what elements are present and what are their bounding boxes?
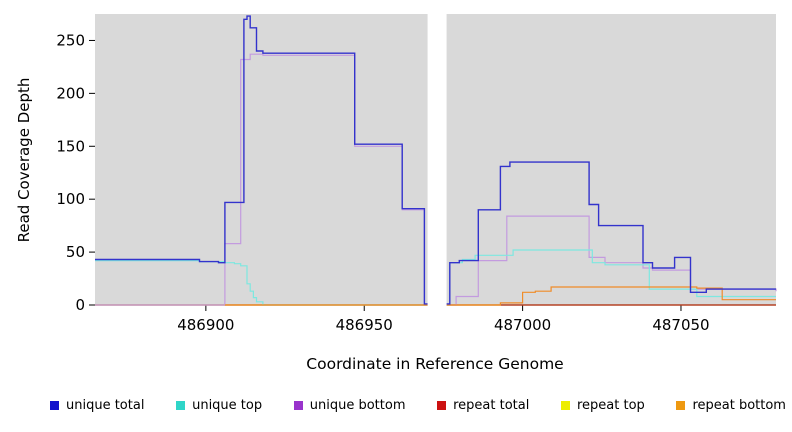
x-tick-label: 486950 bbox=[336, 316, 393, 334]
legend-label: repeat top bbox=[577, 398, 645, 413]
legend-item-repeat-total: repeat total bbox=[437, 398, 529, 413]
x-tick-label: 487000 bbox=[494, 316, 551, 334]
y-tick-label: 50 bbox=[66, 243, 85, 261]
legend-item-repeat-bottom: repeat bottom bbox=[676, 398, 786, 413]
legend-swatch-icon bbox=[437, 401, 447, 410]
y-tick-label: 150 bbox=[56, 137, 85, 155]
legend-label: unique bottom bbox=[309, 398, 406, 413]
legend-item-repeat-top: repeat top bbox=[561, 398, 645, 413]
y-tick-label: 100 bbox=[56, 190, 85, 208]
series-line-repeat-bottom bbox=[224, 286, 776, 306]
legend-label: repeat total bbox=[453, 398, 530, 413]
y-tick-label: 200 bbox=[56, 84, 85, 102]
y-tick-label: 250 bbox=[56, 31, 85, 49]
legend-label: unique top bbox=[192, 398, 263, 413]
legend-item-unique-total: unique total bbox=[50, 398, 144, 413]
legend-swatch-icon bbox=[50, 401, 59, 410]
y-axis-title: Read Coverage Depth bbox=[15, 77, 33, 243]
series-line-unique-top bbox=[95, 249, 776, 306]
legend: unique total unique top unique bottom repea… bbox=[50, 398, 786, 413]
legend-swatch-icon bbox=[293, 401, 303, 410]
legend-item-unique-top: unique top bbox=[176, 398, 262, 413]
x-axis-title: Coordinate in Reference Genome bbox=[306, 355, 564, 373]
y-tick-label: 0 bbox=[75, 296, 85, 314]
x-tick-label: 487050 bbox=[652, 316, 709, 334]
legend-label: unique total bbox=[66, 398, 145, 413]
gap-band bbox=[427, 13, 447, 306]
legend-item-unique-bottom: unique bottom bbox=[293, 398, 406, 413]
x-tick-label: 486900 bbox=[177, 316, 234, 334]
legend-swatch-icon bbox=[676, 401, 686, 410]
legend-label: repeat bottom bbox=[692, 398, 786, 413]
legend-swatch-icon bbox=[561, 401, 570, 410]
series-line-unique-total bbox=[95, 15, 776, 305]
legend-swatch-icon bbox=[176, 401, 186, 410]
